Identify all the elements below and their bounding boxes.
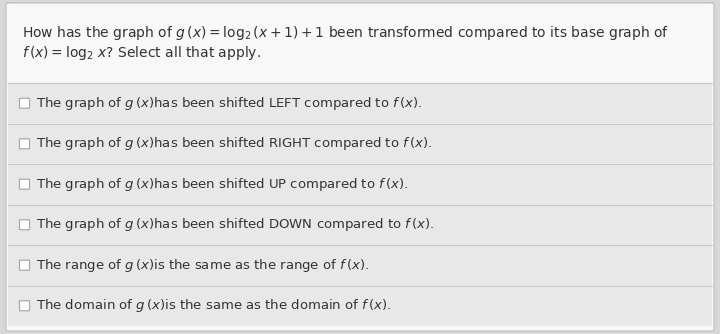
Text: $f\,(x) = \log_2\,x$? Select all that apply.: $f\,(x) = \log_2\,x$? Select all that ap…: [22, 44, 261, 62]
Text: The graph of $g\,(x)$has been shifted UP compared to $f\,(x)$.: The graph of $g\,(x)$has been shifted UP…: [36, 176, 408, 193]
Text: The graph of $g\,(x)$has been shifted LEFT compared to $f\,(x)$.: The graph of $g\,(x)$has been shifted LE…: [36, 95, 422, 112]
Bar: [8, 124, 712, 164]
FancyBboxPatch shape: [19, 98, 30, 108]
Bar: [8, 286, 712, 326]
Text: How has the graph of $g\,(x) = \log_2(x+1)+1$ been transformed compared to its b: How has the graph of $g\,(x) = \log_2(x+…: [22, 24, 669, 42]
Bar: [8, 164, 712, 204]
Text: The graph of $g\,(x)$has been shifted DOWN compared to $f\,(x)$.: The graph of $g\,(x)$has been shifted DO…: [36, 216, 434, 233]
Bar: [8, 245, 712, 286]
FancyBboxPatch shape: [19, 301, 30, 311]
FancyBboxPatch shape: [6, 3, 714, 331]
FancyBboxPatch shape: [19, 260, 30, 270]
FancyBboxPatch shape: [19, 139, 30, 149]
Text: The range of $g\,(x)$is the same as the range of $f\,(x)$.: The range of $g\,(x)$is the same as the …: [36, 257, 369, 274]
Text: The domain of $g\,(x)$is the same as the domain of $f\,(x)$.: The domain of $g\,(x)$is the same as the…: [36, 297, 391, 314]
FancyBboxPatch shape: [19, 179, 30, 189]
Bar: [8, 83, 712, 124]
FancyBboxPatch shape: [19, 220, 30, 230]
Text: The graph of $g\,(x)$has been shifted RIGHT compared to $f\,(x)$.: The graph of $g\,(x)$has been shifted RI…: [36, 135, 432, 152]
Bar: [8, 204, 712, 245]
